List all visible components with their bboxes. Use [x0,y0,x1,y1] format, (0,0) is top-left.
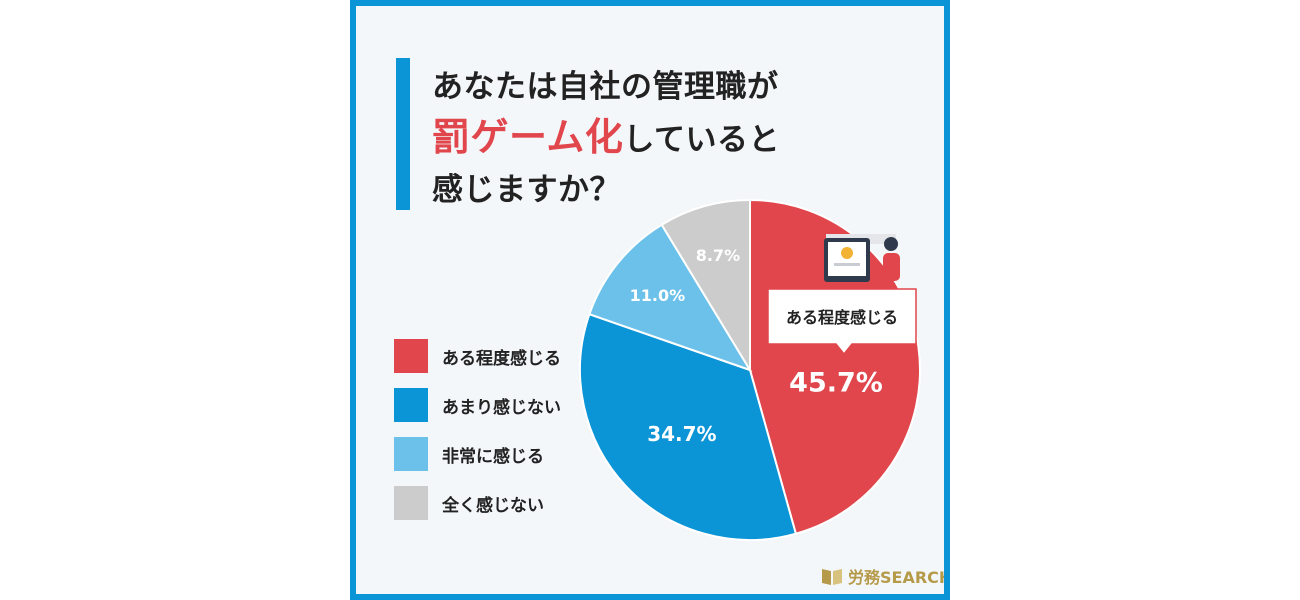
title-line-3: 感じますか？ [432,172,621,208]
legend-label: あまり感じない [442,397,561,418]
title-line-2-rest: していると [623,122,780,158]
legend-item: 非常に感じる [394,436,561,472]
pie-slice [749,198,921,535]
legend-item: あまり感じない [394,387,561,423]
legend-label: ある程度感じる [442,348,561,369]
brand-logo: 労務SEARCH [822,564,950,588]
legend-item: 全く感じない [394,485,561,521]
screen-line [834,263,860,266]
title-accent-bar [396,58,410,210]
office-worker-illustration [824,234,900,282]
callout-text: ある程度感じる [786,308,898,327]
legend-label: 全く感じない [442,495,544,516]
page-title: あなたは自社の管理職が 罰ゲーム化していると 感じますか？ [432,62,780,215]
pie-chart: 45.7% 34.7% 11.0% 8.7% ある程度感じる [579,198,921,541]
pie-data-label: 8.7% [696,246,740,265]
legend-swatch [394,339,428,373]
pie-slice [588,223,753,372]
pie-labels: 45.7% 34.7% 11.0% 8.7% [630,246,883,446]
pie-slice [660,198,751,374]
brand-text: 労務SEARCH [848,568,950,587]
callout-box: ある程度感じる [767,288,917,356]
pie-data-label: 34.7% [647,422,716,446]
legend-swatch [394,437,428,471]
legend-item: ある程度感じる [394,338,561,374]
screen-chart-icon [841,247,853,259]
callout-bubble [767,288,917,356]
book-logo-icon [822,569,842,585]
legend-swatch [394,388,428,422]
pie-data-label: 45.7% [789,367,883,398]
pie-data-label: 11.0% [630,286,686,305]
legend-label: 非常に感じる [442,446,544,467]
chart-legend: ある程度感じる あまり感じない 非常に感じる 全く感じない [394,338,561,534]
person-body [883,253,900,281]
title-line-2: 罰ゲーム化していると [432,112,780,165]
person-head [884,237,898,251]
pie-slice [579,312,798,541]
title-line-1: あなたは自社の管理職が [432,69,779,105]
title-highlight: 罰ゲーム化 [432,115,624,159]
pie-slices [579,198,921,541]
infographic-card: あなたは自社の管理職が 罰ゲーム化していると 感じますか？ ある程度感じる あま… [350,0,950,600]
legend-swatch [394,486,428,520]
